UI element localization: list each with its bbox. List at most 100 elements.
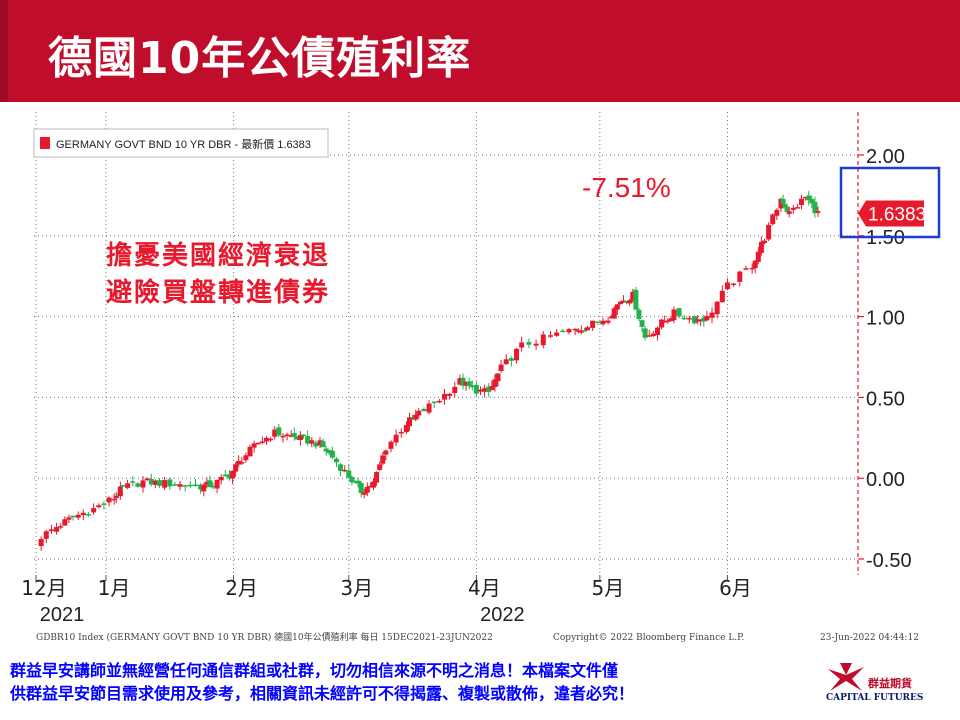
candle-body [737, 271, 743, 282]
candle-body [489, 386, 495, 390]
candle-body [80, 512, 86, 516]
candle-body [377, 464, 383, 470]
company-logo: 群益期貨 CAPITAL FUTURES [826, 661, 956, 711]
x-month-label: 3月 [340, 576, 373, 600]
candle-body [617, 301, 623, 305]
candle-body [431, 401, 437, 404]
x-month-label: 2月 [225, 576, 258, 600]
candle-body [761, 240, 767, 244]
candle-body [755, 251, 761, 262]
candle-body [48, 529, 54, 532]
candle-body [352, 481, 358, 483]
candle-body [624, 301, 630, 303]
candle-body [54, 527, 60, 532]
candle-body [410, 416, 416, 419]
candle-body [698, 320, 704, 322]
candle-body [503, 359, 509, 365]
candle-body [230, 470, 236, 479]
candle-body [364, 486, 370, 493]
candle-body [526, 341, 532, 345]
candle-body [495, 373, 501, 382]
plot-area [34, 112, 858, 575]
candle-body [294, 436, 300, 440]
candle-body [214, 479, 220, 489]
candle-body [646, 335, 652, 337]
candle-body [130, 481, 136, 483]
candle-body [192, 484, 198, 487]
x-year-label: 2022 [480, 604, 525, 626]
candle-body [794, 207, 800, 209]
candle-body [469, 385, 475, 388]
candle-body [338, 464, 344, 471]
candle-body [326, 449, 332, 454]
candle-body [447, 393, 453, 396]
candle-body [58, 526, 64, 528]
candle-body [482, 388, 488, 392]
commentary-line: 避險買盤轉進債券 [106, 277, 330, 308]
candle-body [388, 441, 394, 449]
candle-body [780, 198, 786, 205]
candle-body [514, 348, 520, 361]
candle-body [809, 199, 815, 204]
title-bar: 德國10年公債殖利率 [0, 0, 960, 102]
candle-body [452, 386, 458, 394]
candle-body [75, 514, 81, 518]
commentary-line: 擔憂美國經濟衰退 [106, 240, 330, 271]
candle-body [152, 480, 158, 485]
candle-body [187, 484, 193, 487]
candle-body [272, 429, 278, 437]
x-year-label: 2021 [40, 604, 85, 626]
candle-body [421, 408, 427, 412]
candle-body [695, 319, 701, 322]
disclaimer: 群益早安講師並無經營任何通信群組或社群，切勿相信來源不明之消息！本檔案文件僅 供… [10, 659, 810, 705]
candle-body [611, 308, 617, 319]
source-right: 23-Jun-2022 04:44:12 [820, 633, 919, 643]
candle-body [590, 320, 596, 328]
candle-body [790, 207, 796, 210]
candle-body [276, 427, 282, 436]
logo-name-cn: 群益期貨 [868, 677, 912, 690]
candle-body [457, 378, 463, 385]
candle-body [259, 441, 265, 443]
candle-body [473, 384, 479, 394]
candle-body [752, 260, 758, 269]
candle-body [66, 517, 72, 520]
last-price-label: 1.6383 [868, 204, 926, 225]
candle-body [333, 458, 339, 463]
x-month-label: 5月 [591, 576, 624, 600]
candle-body [291, 433, 297, 437]
candle-body [627, 300, 633, 304]
candle-body [709, 312, 715, 318]
candle-body [101, 503, 107, 505]
candle-body [342, 469, 348, 472]
legend-box [33, 128, 329, 158]
candle-body [374, 472, 380, 483]
candle-body [676, 308, 682, 317]
candle-body [177, 484, 183, 487]
candle-body [595, 321, 601, 324]
candle-body [714, 301, 720, 315]
candle-body [815, 211, 821, 213]
last-price-flag [858, 200, 924, 227]
disclaimer-line-2: 供群益早安節目需求使用及參考，相關資訊未經許可不得揭露、複製或散佈，違者必究！ [10, 684, 635, 703]
candle-body [681, 317, 687, 320]
candle-body [403, 425, 409, 433]
candle-body [346, 470, 352, 478]
candle-body [370, 481, 376, 488]
candle-body [642, 328, 648, 338]
y-tick-label: 1.00 [866, 308, 905, 330]
candle-body [659, 319, 665, 328]
candle-body [305, 435, 311, 444]
candle-body [554, 332, 560, 336]
candle-body [650, 333, 656, 337]
source-center: Copyright© 2022 Bloomberg Finance L.P. [553, 633, 744, 643]
candle-body [441, 393, 447, 400]
candle-body [207, 480, 213, 488]
x-month-label: 6月 [719, 576, 752, 600]
candle-body [560, 330, 566, 333]
candle-body [784, 206, 790, 212]
candle-body [43, 531, 49, 539]
y-tick-label: 0.00 [866, 469, 905, 491]
candle-body [218, 476, 224, 481]
candle-body [770, 214, 776, 225]
